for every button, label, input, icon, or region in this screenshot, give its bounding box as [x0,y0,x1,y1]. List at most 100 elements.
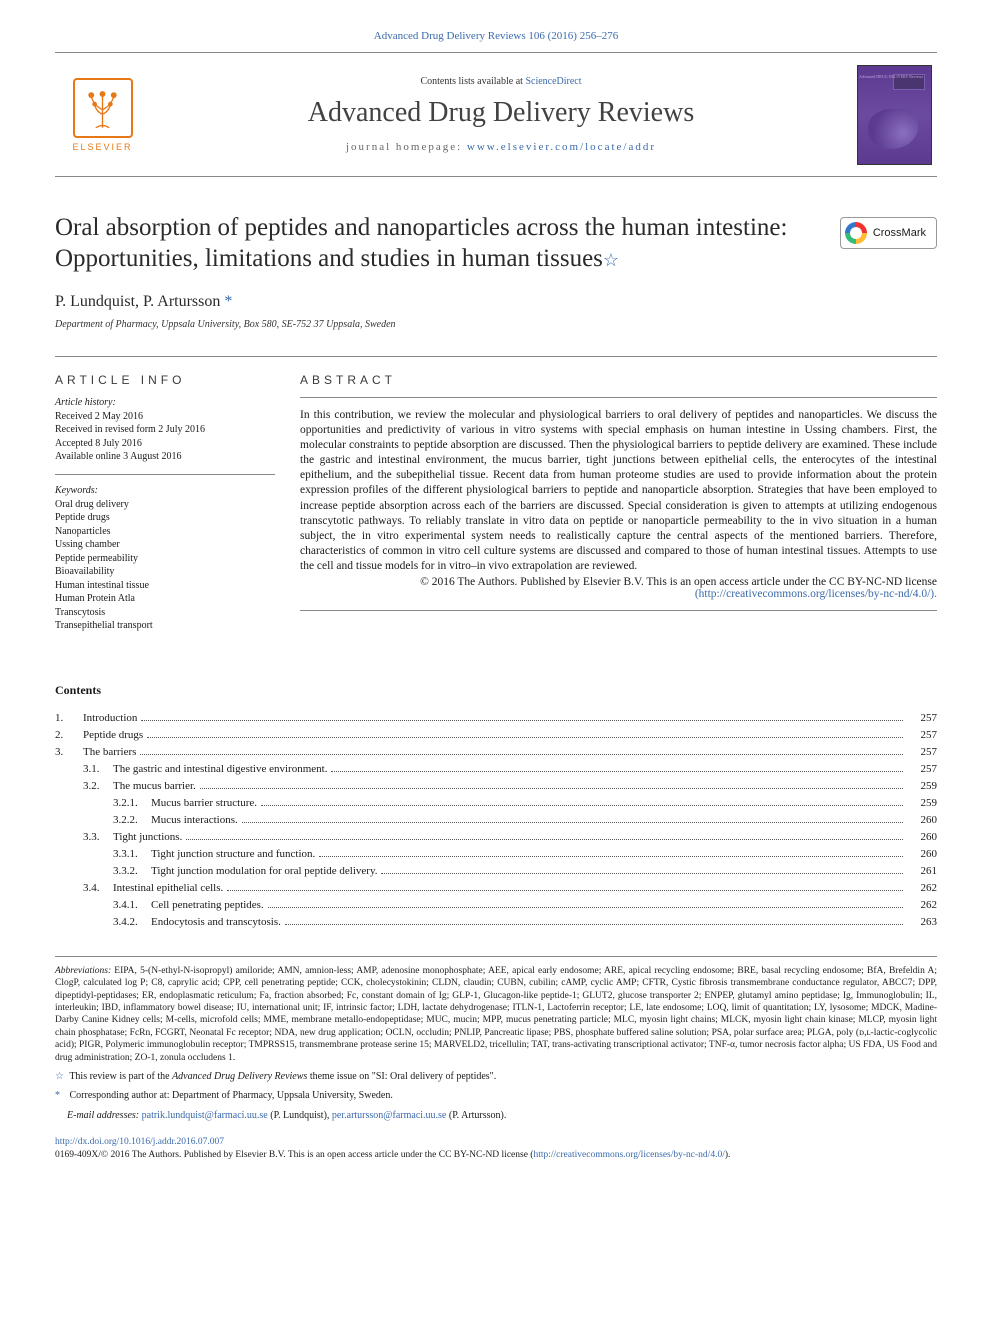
journal-homepage-line: journal homepage: www.elsevier.com/locat… [145,141,857,153]
toc-title: Mucus interactions. [151,812,238,829]
toc-title: Intestinal epithelial cells. [113,880,223,897]
title-footnote-star[interactable]: ☆ [603,250,619,270]
toc-number: 3.1. [83,761,113,778]
running-head: Advanced Drug Delivery Reviews 106 (2016… [55,30,937,42]
toc-page: 257 [907,727,937,744]
toc-entry[interactable]: 3.3.1.Tight junction structure and funct… [55,846,937,863]
author-names: P. Lundquist, P. Artursson [55,293,224,310]
toc-page: 259 [907,778,937,795]
toc-entry[interactable]: 2.Peptide drugs257 [55,727,937,744]
abbreviations-text: EIPA, 5-(N-ethyl-N-isopropyl) amiloride;… [55,966,937,1062]
corresponding-mark[interactable]: * [224,293,232,310]
toc-entry[interactable]: 3.3.Tight junctions. 260 [55,829,937,846]
doi-link[interactable]: http://dx.doi.org/10.1016/j.addr.2016.07… [55,1137,224,1147]
footnote-star-em: Advanced Drug Delivery Reviews [172,1071,307,1082]
article-header: CrossMark Oral absorption of peptides an… [55,212,937,330]
toc-leader-dots [319,856,903,857]
author-list: P. Lundquist, P. Artursson * [55,293,937,311]
toc-entry[interactable]: 3.4.1.Cell penetrating peptides. 262 [55,897,937,914]
license-link[interactable]: (http://creativecommons.org/licenses/by-… [695,588,937,600]
article-history-block: Article history: Received 2 May 2016Rece… [55,397,275,475]
elsevier-logo[interactable]: ELSEVIER [60,67,145,162]
toc-leader-dots [227,890,903,891]
toc-number: 1. [55,710,83,727]
toc-entry[interactable]: 3.1.The gastric and intestinal digestive… [55,761,937,778]
toc-title: Tight junctions. [113,829,182,846]
keyword-item: Peptide permeability [55,552,275,566]
toc-entry[interactable]: 3.4.2.Endocytosis and transcytosis. 263 [55,914,937,931]
toc-number: 3.3.1. [113,846,151,863]
toc-page: 262 [907,897,937,914]
toc-leader-dots [285,924,903,925]
toc-entry[interactable]: 3.The barriers257 [55,744,937,761]
toc-entry[interactable]: 3.2.1.Mucus barrier structure. 259 [55,795,937,812]
journal-banner: ELSEVIER Contents lists available at Sci… [55,52,937,177]
footnote-star-pre: This review is part of the [69,1071,172,1082]
abbreviations-label: Abbreviations: [55,966,111,976]
article-title-text: Oral absorption of peptides and nanopart… [55,214,787,272]
history-line: Accepted 8 July 2016 [55,437,275,451]
toc-number: 3.4.1. [113,897,151,914]
copyright-text: © 2016 The Authors. Published by Elsevie… [420,576,937,588]
abstract-heading: ABSTRACT [300,373,937,387]
history-line: Received in revised form 2 July 2016 [55,423,275,437]
email-name-1: (P. Lundquist), [268,1110,332,1121]
contents-section: Contents 1.Introduction2572.Peptide drug… [55,683,937,932]
crossmark-badge[interactable]: CrossMark [840,217,937,249]
doi-block: http://dx.doi.org/10.1016/j.addr.2016.07… [55,1136,937,1161]
toc-number: 3.3.2. [113,863,151,880]
contents-prefix: Contents lists available at [420,76,525,87]
toc-title: Mucus barrier structure. [151,795,257,812]
journal-cover-thumbnail[interactable]: Advanced DRUG DELIVERY Reviews [857,65,932,165]
cover-thumb-label: Advanced DRUG DELIVERY Reviews [859,75,923,79]
toc-leader-dots [141,720,903,721]
keyword-item: Human intestinal tissue [55,579,275,593]
sciencedirect-link[interactable]: ScienceDirect [525,76,581,87]
homepage-prefix: journal homepage: [346,141,467,153]
keyword-item: Peptide drugs [55,511,275,525]
info-abstract-row: ARTICLE INFO Article history: Received 2… [55,356,937,653]
keyword-item: Transepithelial transport [55,619,275,633]
toc-entry[interactable]: 1.Introduction257 [55,710,937,727]
keywords-block: Keywords: Oral drug deliveryPeptide drug… [55,485,275,643]
running-head-link[interactable]: Advanced Drug Delivery Reviews 106 (2016… [374,30,618,42]
footnote-star-symbol: ☆ [55,1070,67,1084]
footnote-star-post: theme issue on "SI: Oral delivery of pep… [307,1071,496,1082]
toc-entry[interactable]: 3.4.Intestinal epithelial cells. 262 [55,880,937,897]
email-link-1[interactable]: patrik.lundquist@farmaci.uu.se [142,1110,268,1121]
toc-page: 260 [907,829,937,846]
table-of-contents: 1.Introduction2572.Peptide drugs2573.The… [55,710,937,932]
contents-available-line: Contents lists available at ScienceDirec… [145,76,857,87]
keyword-item: Transcytosis [55,606,275,620]
toc-title: The gastric and intestinal digestive env… [113,761,327,778]
toc-leader-dots [200,788,903,789]
toc-entry[interactable]: 3.3.2.Tight junction modulation for oral… [55,863,937,880]
homepage-url-link[interactable]: www.elsevier.com/locate/addr [467,141,656,153]
keyword-item: Oral drug delivery [55,498,275,512]
copyright-line: © 2016 The Authors. Published by Elsevie… [300,576,937,600]
issn-copyright-line: 0169-409X/© 2016 The Authors. Published … [55,1149,937,1161]
email-label: E-mail addresses: [67,1110,142,1121]
toc-leader-dots [140,754,903,755]
email-link-2[interactable]: per.artursson@farmaci.uu.se [332,1110,446,1121]
toc-number: 3.2.2. [113,812,151,829]
abbreviations-block: Abbreviations: EIPA, 5-(N-ethyl-N-isopro… [55,965,937,1064]
toc-page: 257 [907,744,937,761]
affiliation: Department of Pharmacy, Uppsala Universi… [55,319,937,330]
toc-entry[interactable]: 3.2.2.Mucus interactions. 260 [55,812,937,829]
toc-number: 3.4.2. [113,914,151,931]
keyword-item: Nanoparticles [55,525,275,539]
toc-number: 3.4. [83,880,113,897]
toc-number: 3.3. [83,829,113,846]
toc-page: 260 [907,812,937,829]
toc-entry[interactable]: 3.2.The mucus barrier. 259 [55,778,937,795]
keyword-item: Ussing chamber [55,538,275,552]
keywords-label: Keywords: [55,485,275,496]
abstract-box: In this contribution, we review the mole… [300,397,937,612]
elsevier-tree-icon [73,78,133,138]
footer-license-link[interactable]: http://creativecommons.org/licenses/by-n… [533,1150,724,1160]
toc-number: 3.2. [83,778,113,795]
keyword-item: Human Protein Atla [55,592,275,606]
toc-title: Tight junction structure and function. [151,846,315,863]
contents-heading: Contents [55,683,937,698]
